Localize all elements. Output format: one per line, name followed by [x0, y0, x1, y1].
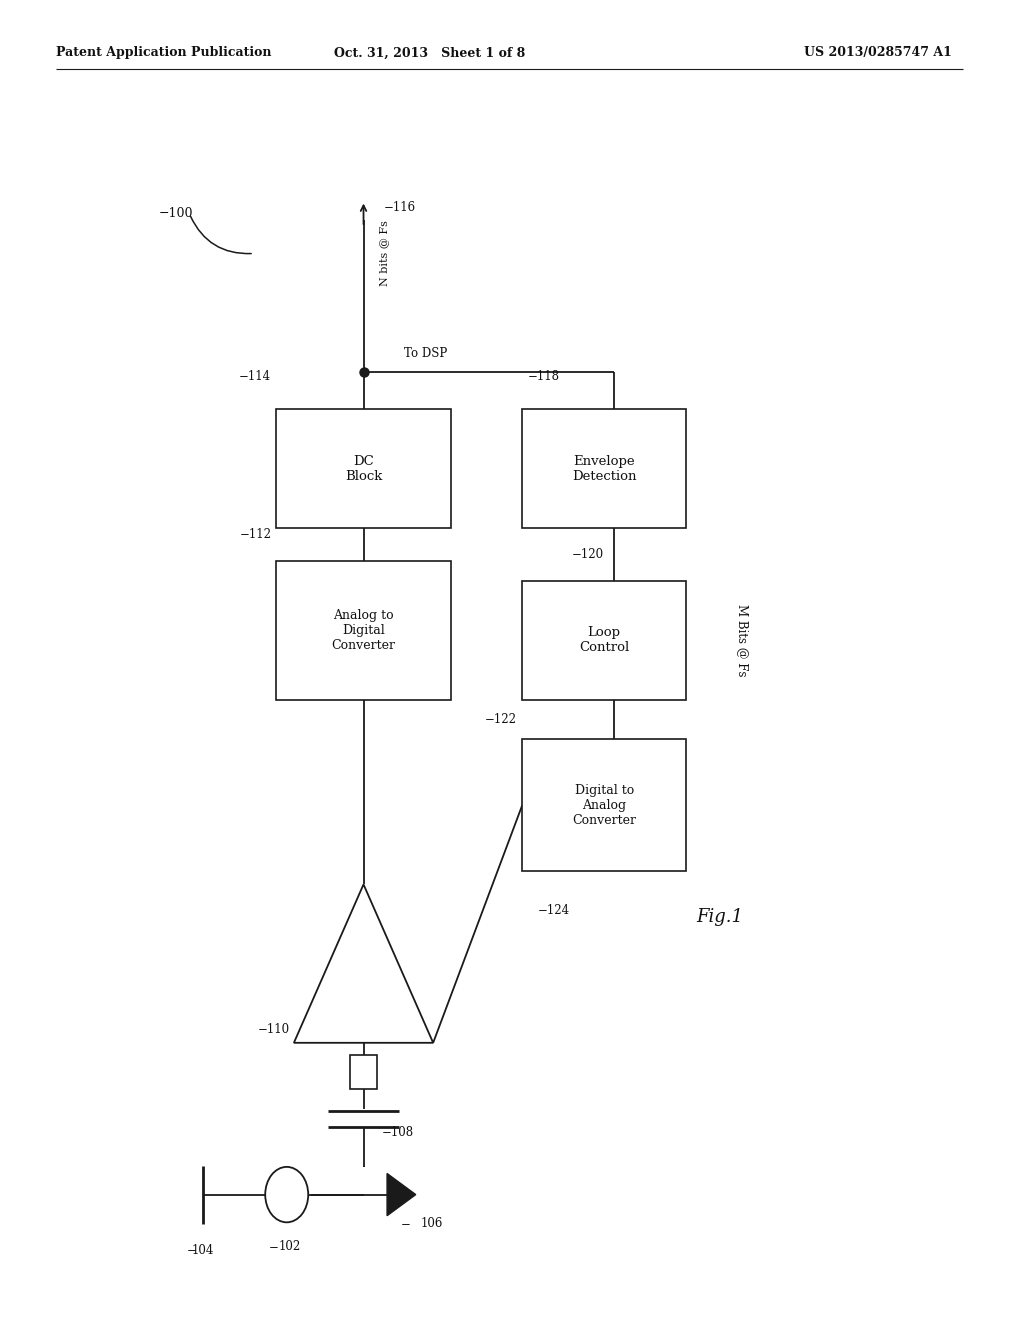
Text: −108: −108 — [382, 1126, 414, 1139]
Text: Analog to
Digital
Converter: Analog to Digital Converter — [332, 609, 395, 652]
Text: −112: −112 — [240, 528, 271, 541]
Bar — [522, 409, 686, 528]
Bar — [276, 409, 451, 528]
Text: −110: −110 — [258, 1023, 290, 1036]
Text: To DSP: To DSP — [404, 347, 447, 360]
Text: −116: −116 — [384, 201, 416, 214]
Text: 106: 106 — [421, 1217, 443, 1230]
Bar — [522, 581, 686, 700]
Text: DC
Block: DC Block — [345, 454, 382, 483]
Text: Patent Application Publication: Patent Application Publication — [56, 46, 271, 59]
Text: −124: −124 — [538, 904, 569, 917]
Text: −114: −114 — [240, 370, 271, 383]
Text: −: − — [186, 1243, 197, 1257]
Text: 102: 102 — [279, 1239, 301, 1253]
Polygon shape — [387, 1173, 416, 1216]
Text: Fig.1: Fig.1 — [696, 908, 743, 927]
Text: −120: −120 — [572, 548, 604, 561]
Text: −: − — [268, 1239, 279, 1253]
Text: Digital to
Analog
Converter: Digital to Analog Converter — [572, 784, 636, 826]
Bar — [350, 1055, 377, 1089]
Text: US 2013/0285747 A1: US 2013/0285747 A1 — [805, 46, 952, 59]
Text: 104: 104 — [191, 1243, 214, 1257]
Text: Loop
Control: Loop Control — [579, 626, 630, 655]
Text: Envelope
Detection: Envelope Detection — [572, 454, 636, 483]
Bar — [522, 739, 686, 871]
Text: M Bits @ Fs: M Bits @ Fs — [736, 605, 749, 676]
Bar — [276, 561, 451, 700]
Text: −100: −100 — [159, 207, 194, 220]
Text: −118: −118 — [527, 370, 559, 383]
Text: N bits @ Fs: N bits @ Fs — [379, 220, 389, 286]
Text: −122: −122 — [485, 713, 517, 726]
Text: −: − — [400, 1217, 411, 1230]
Text: Oct. 31, 2013   Sheet 1 of 8: Oct. 31, 2013 Sheet 1 of 8 — [335, 46, 525, 59]
